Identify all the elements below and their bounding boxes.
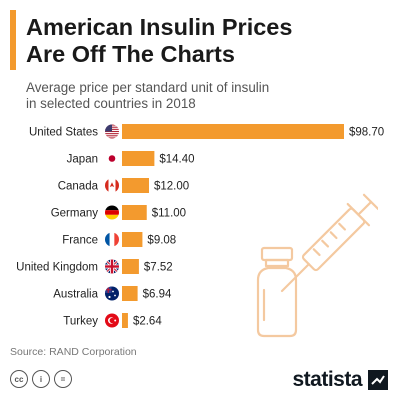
flag-australia-icon — [105, 286, 119, 301]
bar — [122, 259, 139, 274]
flag-us-icon — [105, 124, 119, 139]
source-note: Source: RAND Corporation — [10, 346, 137, 358]
flag-turkey-icon — [105, 313, 119, 328]
title-line-1: American Insulin Prices — [26, 14, 293, 40]
subtitle-line-1: Average price per standard unit of insul… — [26, 80, 270, 95]
statista-logo-icon — [368, 370, 388, 390]
bar-row: Turkey $2.64 — [63, 313, 162, 328]
flag-france-icon — [105, 232, 119, 247]
cc-icon[interactable]: cc — [10, 370, 28, 388]
value-label: $14.40 — [159, 154, 194, 166]
by-icon[interactable]: i — [32, 370, 50, 388]
value-label: $9.08 — [147, 235, 176, 247]
page-subtitle: Average price per standard unit of insul… — [26, 80, 386, 112]
bar-row: Germany $11.00 — [51, 205, 186, 220]
bar-row: France $9.08 — [62, 232, 176, 247]
bar-row: United States $98.70 — [29, 124, 384, 139]
bar — [122, 205, 147, 220]
category-label: United States — [29, 127, 98, 139]
nd-icon[interactable]: = — [54, 370, 72, 388]
flag-japan-icon — [105, 151, 119, 166]
bar-row: Australia $6.94 — [53, 286, 172, 301]
bar-row: Canada $12.00 — [58, 178, 189, 193]
bar — [122, 151, 155, 166]
value-label: $98.70 — [349, 127, 384, 139]
category-label: Japan — [67, 154, 98, 166]
subtitle-line-2: in selected countries in 2018 — [26, 96, 196, 111]
value-label: $2.64 — [133, 316, 162, 328]
flag-canada-icon — [105, 178, 119, 193]
category-label: Turkey — [63, 316, 98, 328]
brand-name: statista — [292, 368, 362, 391]
statista-logo-svg — [368, 370, 388, 390]
syringe-and-vial-icon — [228, 190, 380, 340]
category-label: Germany — [51, 208, 99, 220]
flag-uk-icon — [105, 259, 119, 274]
title-accent-bar — [10, 10, 16, 70]
value-label: $12.00 — [154, 181, 189, 193]
bar-row: United Kingdom $7.52 — [16, 259, 173, 274]
title-line-2: Are Off The Charts — [26, 41, 235, 67]
value-label: $11.00 — [152, 208, 186, 220]
license-icons: cc i = — [10, 370, 72, 388]
category-label: France — [62, 235, 98, 247]
page-title: American Insulin Prices Are Off The Char… — [26, 14, 386, 68]
bar — [122, 286, 138, 301]
bar-chart-svg: United States $98.70 Japan $14.40 Canada $12.… — [16, 124, 384, 328]
value-label: $6.94 — [143, 289, 172, 301]
category-label: Canada — [58, 181, 99, 193]
brand[interactable]: statista — [292, 368, 388, 392]
flag-germany-icon — [105, 205, 119, 220]
bar — [122, 313, 128, 328]
category-label: Australia — [53, 289, 98, 301]
bar — [122, 124, 344, 139]
bar-chart: United States $98.70 Japan $14.40 Canada $12.… — [0, 112, 400, 342]
bar-row: Japan $14.40 — [67, 151, 195, 166]
value-label: $7.52 — [144, 262, 173, 274]
bar — [122, 232, 143, 247]
illustration-svg — [256, 193, 380, 338]
footer: cc i = statista — [0, 362, 400, 400]
category-label: United Kingdom — [16, 262, 98, 274]
bar — [122, 178, 149, 193]
